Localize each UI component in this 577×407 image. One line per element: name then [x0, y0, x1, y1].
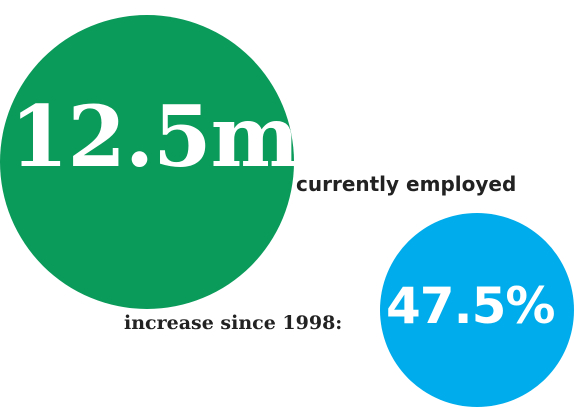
employed-stat-label: currently employed — [296, 172, 517, 196]
increase-stat-label: increase since 1998: — [124, 312, 343, 334]
increase-stat-circle — [380, 213, 574, 407]
increase-stat-value: 47.5% — [386, 277, 555, 335]
employed-stat-circle — [0, 15, 294, 309]
employed-stat-value: 12.5m — [10, 87, 299, 186]
